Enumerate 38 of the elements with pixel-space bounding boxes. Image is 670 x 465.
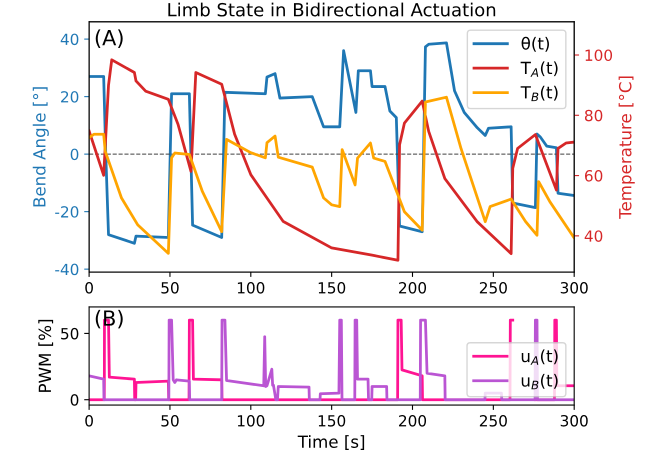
x-tick-label: 100	[238, 282, 264, 294]
y2-tick-label: 60	[584, 170, 602, 182]
y-tick-label: 50	[61, 328, 78, 340]
x-tick-label: 200	[399, 282, 426, 294]
x-axis-title: Time [s]	[298, 435, 364, 450]
legend-label: T$_{A}$(t)	[520, 61, 558, 77]
y2-tick-label: 100	[586, 49, 612, 62]
y2-tick-label: 40	[584, 230, 602, 242]
legend-label: T$_{B}$(t)	[520, 86, 558, 102]
y-tick-label: -20	[55, 206, 78, 218]
y2-tick-label: 80	[584, 110, 602, 122]
x-tick-label: 250	[480, 282, 507, 294]
x-tick-label: 200	[399, 415, 426, 427]
legend-label: u$_{B}$(t)	[522, 374, 558, 390]
y-tick-label: 0	[70, 394, 78, 406]
x-tick-label: 0	[85, 282, 93, 294]
y-tick-label: 40	[60, 34, 78, 46]
y-tick-label: -40	[55, 264, 78, 276]
x-tick-label: 300	[560, 282, 588, 294]
x-tick-label: 50	[161, 415, 179, 427]
legend-label: θ(t)	[522, 36, 549, 52]
y-axis-title: PWM [%]	[38, 320, 54, 392]
x-tick-label: 50	[161, 282, 179, 294]
annotation: (B)	[96, 310, 123, 328]
x-tick-label: 0	[85, 415, 93, 427]
x-tick-label: 150	[318, 415, 346, 427]
annotation: (A)	[96, 29, 123, 48]
chart-title: Limb State in Bidirectional Actuation	[168, 2, 496, 17]
x-tick-label: 300	[560, 415, 588, 427]
line-series	[89, 58, 574, 262]
x-tick-label: 100	[238, 415, 264, 427]
y2-axis-title: Temperature [°C]	[618, 76, 635, 219]
x-tick-label: 150	[318, 282, 346, 294]
legend-label: u$_{A}$(t)	[522, 349, 558, 365]
x-tick-label: 250	[480, 415, 507, 427]
y-tick-label: 0	[70, 148, 78, 160]
y-tick-label: 20	[61, 91, 78, 103]
y-axis-title: Bend Angle [°]	[32, 87, 49, 206]
